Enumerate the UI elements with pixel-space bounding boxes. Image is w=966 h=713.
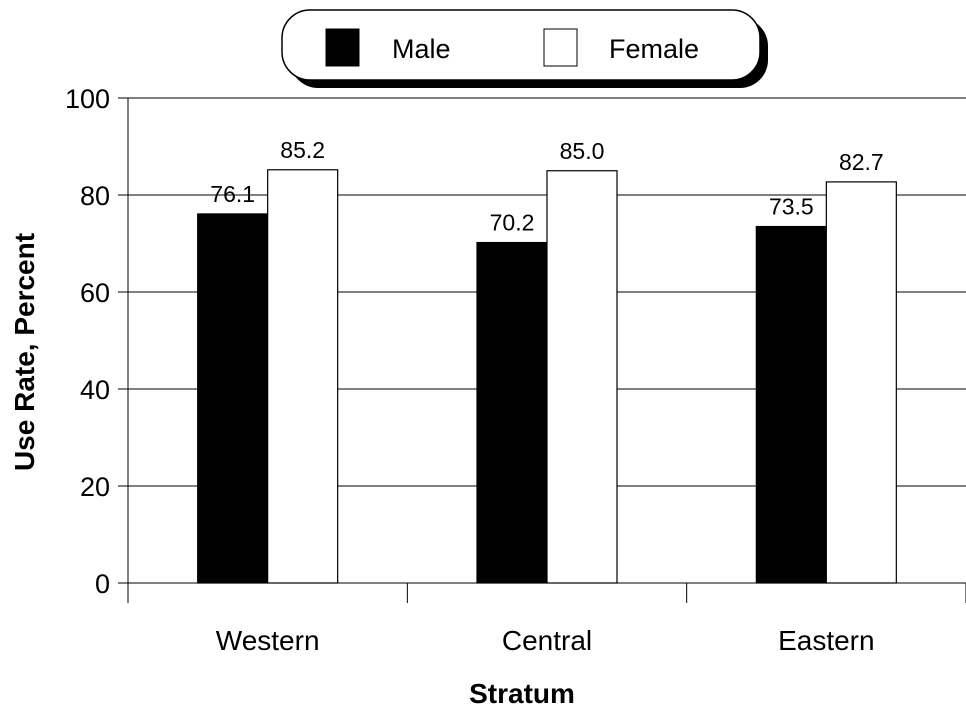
legend-label-male: Male <box>392 34 451 64</box>
data-labels: 76.1 85.2 70.2 85.0 73.5 82.7 <box>210 137 883 236</box>
bar-male-western <box>197 213 269 584</box>
x-tick-label: Central <box>502 625 592 656</box>
y-tick-label: 0 <box>95 569 110 599</box>
y-tick-label: 100 <box>65 84 110 114</box>
legend-label-female: Female <box>609 34 699 64</box>
x-tick-label: Western <box>216 625 320 656</box>
y-tick-label: 20 <box>80 472 110 502</box>
bar-female-central <box>546 170 618 584</box>
legend-swatch-male <box>325 28 360 67</box>
bars <box>197 169 897 584</box>
data-label: 85.2 <box>280 137 325 163</box>
y-tick-label: 60 <box>80 278 110 308</box>
x-tick-labels: Western Central Eastern <box>216 625 875 656</box>
data-label: 76.1 <box>210 181 255 207</box>
bar-female-western <box>267 169 339 584</box>
y-tick-label: 40 <box>80 375 110 405</box>
x-tick-label: Eastern <box>778 625 875 656</box>
data-label: 85.0 <box>560 138 605 164</box>
y-tick-label: 80 <box>80 181 110 211</box>
bar-female-eastern <box>825 181 897 584</box>
data-label: 70.2 <box>490 210 535 236</box>
y-tick-labels: 0 20 40 60 80 100 <box>65 84 110 599</box>
x-axis-title: Stratum <box>469 678 575 708</box>
legend-box <box>281 9 761 81</box>
bar-male-eastern <box>755 225 827 584</box>
bar-male-central <box>476 241 548 584</box>
data-label: 82.7 <box>839 149 884 175</box>
data-label: 73.5 <box>769 194 814 220</box>
legend-swatch-female <box>543 28 578 67</box>
y-axis-title: Use Rate, Percent <box>9 233 40 471</box>
legend: Male Female <box>281 9 768 88</box>
